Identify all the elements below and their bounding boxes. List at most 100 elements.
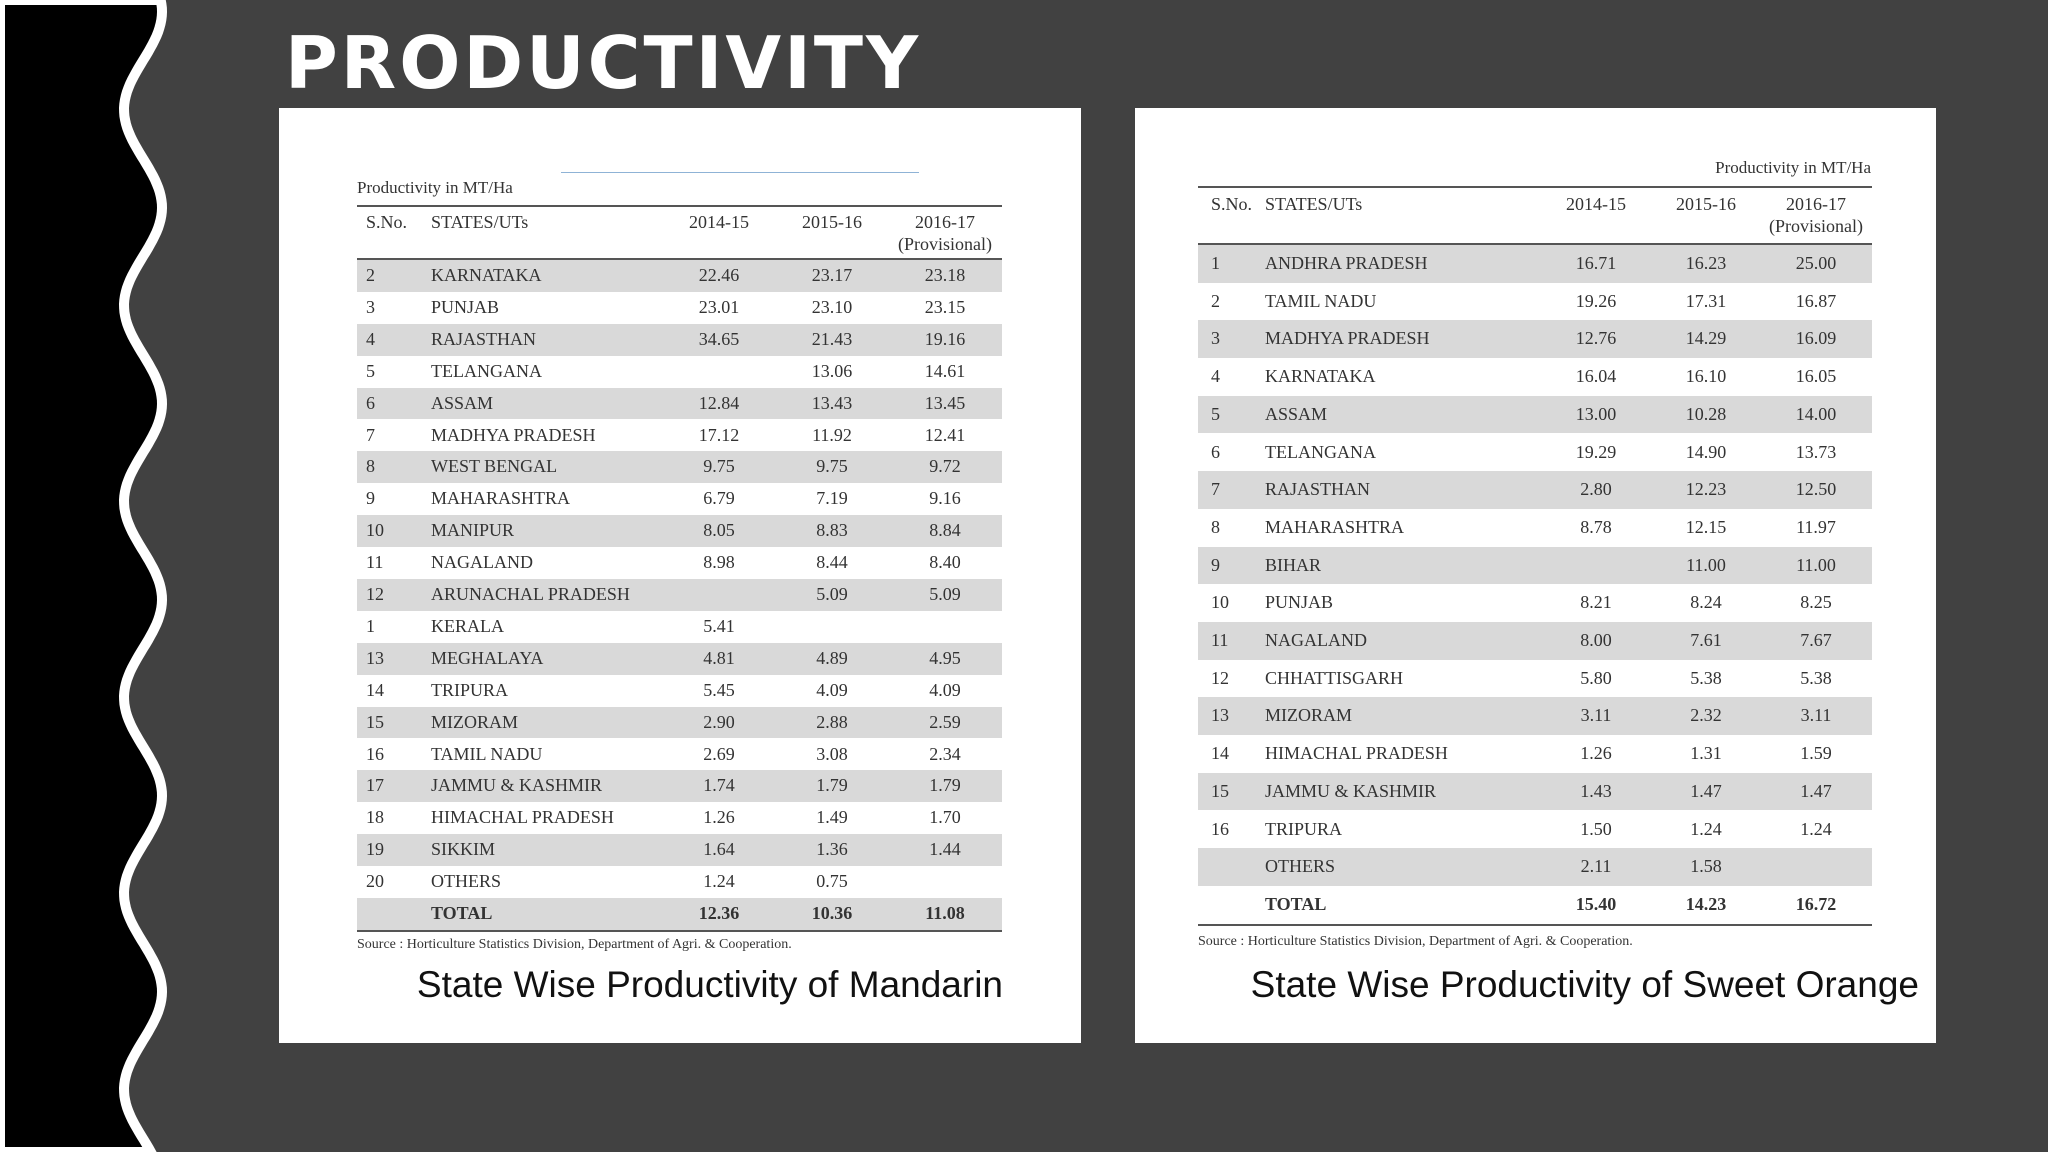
value-cell: 10.36 bbox=[811, 903, 853, 923]
unit-label: Productivity in MT/Ha bbox=[357, 178, 513, 197]
value-cell: 5.80 bbox=[1580, 667, 1612, 688]
value-cell: 4.89 bbox=[816, 647, 848, 668]
value-cell: 19 bbox=[366, 839, 384, 860]
value-cell: 8.05 bbox=[703, 520, 735, 541]
value-cell: 17.12 bbox=[698, 424, 740, 445]
value-cell: 1.36 bbox=[816, 839, 848, 860]
table-row: 3 MADHYA PRADESH 12.76 14.29 16.09 bbox=[1198, 320, 1872, 359]
value-cell: 5.09 bbox=[816, 584, 848, 604]
value-cell: 14.00 bbox=[1795, 403, 1837, 424]
value-cell: 1.24 bbox=[1690, 818, 1722, 839]
column-header: 2016-17 bbox=[915, 212, 975, 232]
value-cell: 22.46 bbox=[698, 265, 740, 285]
value-cell: 13 bbox=[1211, 705, 1229, 726]
header-rule bbox=[1198, 186, 1872, 188]
value-cell: 14.29 bbox=[1685, 328, 1727, 349]
value-cell: 1.50 bbox=[1580, 818, 1612, 839]
value-cell: 8.00 bbox=[1580, 630, 1612, 650]
value-cell: 2.34 bbox=[929, 743, 961, 764]
state-cell: MAHARASHTRA bbox=[431, 488, 571, 509]
value-cell: 9.75 bbox=[816, 456, 848, 477]
value-cell: 1 bbox=[366, 615, 375, 636]
table-row: 6 ASSAM 12.84 13.43 13.45 bbox=[357, 387, 1002, 420]
value-cell: 8 bbox=[366, 456, 375, 477]
value-cell: 5.38 bbox=[1800, 667, 1832, 688]
table-row: 14 TRIPURA 5.45 4.09 4.09 bbox=[357, 675, 1002, 707]
value-cell: 13.45 bbox=[924, 392, 966, 413]
table-panel: Productivity in MT/Ha S.No. STATES/UTs 2014… bbox=[279, 108, 1081, 1043]
value-cell: 13 bbox=[366, 647, 384, 668]
value-cell: 11 bbox=[1211, 630, 1229, 650]
value-cell: 12.76 bbox=[1575, 328, 1617, 349]
table-row: 7 RAJASTHAN 2.80 12.23 12.50 bbox=[1198, 471, 1872, 509]
value-cell: 12 bbox=[1211, 667, 1229, 688]
table-row: 1 KERALA 5.41 bbox=[357, 611, 1002, 643]
header-rule bbox=[1198, 243, 1872, 245]
slide-title: PRODUCTIVITY bbox=[285, 21, 922, 105]
state-cell: ARUNACHAL PRADESH bbox=[431, 584, 630, 604]
value-cell: 8.98 bbox=[703, 552, 735, 573]
state-cell: ASSAM bbox=[431, 392, 494, 413]
value-cell: 13.06 bbox=[811, 360, 853, 381]
value-cell: 3.11 bbox=[1800, 705, 1832, 726]
value-cell: 1.26 bbox=[703, 807, 735, 828]
table-caption: State Wise Productivity of Mandarin bbox=[416, 964, 1003, 1005]
value-cell: 7.19 bbox=[816, 488, 848, 509]
value-cell: 23.10 bbox=[811, 296, 853, 317]
value-cell: 8.21 bbox=[1580, 592, 1612, 613]
value-cell: 1.26 bbox=[1580, 743, 1612, 764]
column-header: STATES/UTs bbox=[431, 212, 529, 232]
table-row: 17 JAMMU & KASHMIR 1.74 1.79 1.79 bbox=[357, 770, 1002, 803]
state-cell: BIHAR bbox=[1265, 554, 1322, 575]
value-cell: 17 bbox=[366, 775, 384, 796]
table-row: 19 SIKKIM 1.64 1.36 1.44 bbox=[357, 834, 1002, 867]
value-cell: 2.88 bbox=[816, 711, 848, 732]
value-cell: 1.43 bbox=[1580, 780, 1612, 801]
wave-border bbox=[0, 0, 168, 1152]
value-cell: 16.71 bbox=[1575, 253, 1617, 273]
table-row: 8 WEST BENGAL 9.75 9.75 9.72 bbox=[357, 451, 1002, 484]
value-cell: 4 bbox=[366, 328, 375, 349]
value-cell: 23.18 bbox=[924, 265, 966, 285]
value-cell: 2.32 bbox=[1690, 705, 1722, 726]
table-row: 12 CHHATTISGARH 5.80 5.38 5.38 bbox=[1198, 660, 1872, 698]
value-cell: 23.15 bbox=[924, 296, 966, 317]
table-row: 16 TRIPURA 1.50 1.24 1.24 bbox=[1198, 811, 1872, 849]
value-cell: 11.00 bbox=[1686, 554, 1726, 575]
value-cell: 8.78 bbox=[1580, 516, 1612, 537]
value-cell: 9.16 bbox=[929, 488, 961, 509]
value-cell: 12.41 bbox=[924, 424, 966, 445]
table-row: OTHERS 2.11 1.58 bbox=[1198, 848, 1872, 886]
unit-label: Productivity in MT/Ha bbox=[1715, 158, 1871, 177]
value-cell: 16.87 bbox=[1795, 290, 1837, 311]
value-cell: 3.11 bbox=[1580, 705, 1612, 726]
table-row: 18 HIMACHAL PRADESH 1.26 1.49 1.70 bbox=[357, 802, 1002, 834]
state-cell: TOTAL bbox=[431, 903, 493, 923]
table-row: 16 TAMIL NADU 2.69 3.08 2.34 bbox=[357, 739, 1002, 771]
value-cell: 5.41 bbox=[703, 615, 735, 636]
column-header: 2015-16 bbox=[1676, 194, 1736, 214]
value-cell: 1.79 bbox=[929, 775, 961, 796]
value-cell: 15 bbox=[366, 711, 384, 732]
table-row: 20 OTHERS 1.24 0.75 bbox=[357, 866, 1002, 898]
value-cell: 12.84 bbox=[698, 392, 740, 413]
value-cell: 4.09 bbox=[816, 679, 848, 700]
value-cell: 5.09 bbox=[929, 584, 961, 604]
state-cell: WEST BENGAL bbox=[431, 456, 558, 477]
state-cell: KARNATAKA bbox=[1265, 366, 1376, 387]
value-cell: 14.61 bbox=[924, 360, 966, 381]
value-cell: 5 bbox=[366, 360, 375, 381]
value-cell: 16.04 bbox=[1575, 366, 1617, 387]
value-cell: 2.80 bbox=[1580, 479, 1612, 500]
value-cell: 11.92 bbox=[812, 424, 852, 445]
value-cell: 8.83 bbox=[816, 520, 848, 541]
state-cell: OTHERS bbox=[431, 871, 502, 892]
column-header: 2016-17 bbox=[1786, 194, 1846, 214]
column-header: STATES/UTs bbox=[1265, 194, 1363, 214]
value-cell: 17.31 bbox=[1685, 290, 1727, 311]
state-cell: MANIPUR bbox=[431, 520, 515, 541]
value-cell: 1.74 bbox=[703, 775, 735, 796]
table-row: 13 MEGHALAYA 4.81 4.89 4.95 bbox=[357, 642, 1002, 675]
value-cell: 1.44 bbox=[929, 839, 961, 860]
value-cell: 9.75 bbox=[703, 456, 735, 477]
